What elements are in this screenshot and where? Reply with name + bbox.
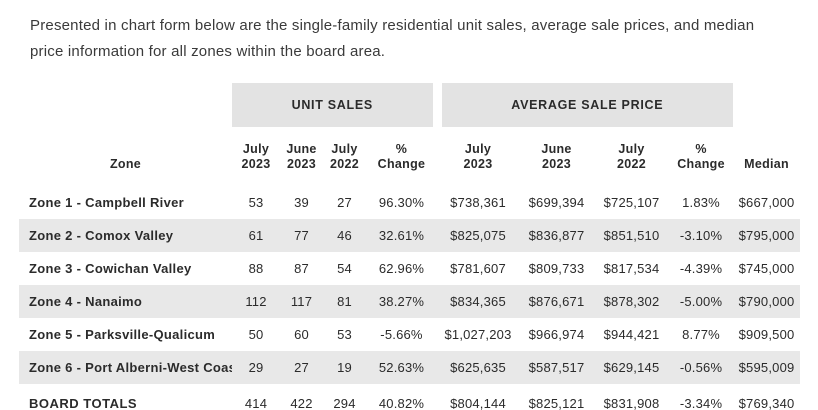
data-cell: $587,517 bbox=[528, 360, 585, 375]
zone-name-cell: Zone 3 - Cowichan Valley bbox=[29, 261, 192, 276]
data-cell: $781,607 bbox=[450, 261, 506, 276]
ap-july-2023-header: July 2023 bbox=[463, 141, 493, 171]
zone-name-cell: Zone 2 - Comox Valley bbox=[29, 228, 174, 243]
data-cell: 88 bbox=[248, 261, 264, 276]
data-cell: $725,107 bbox=[603, 195, 660, 210]
data-cell: 81 bbox=[337, 294, 352, 309]
data-cell: $738,361 bbox=[450, 195, 506, 210]
group-spacer bbox=[19, 83, 232, 127]
data-cell: $790,000 bbox=[738, 294, 795, 309]
data-cell: 39 bbox=[294, 195, 309, 210]
column-header-row: Zone July 2023 June 2023 July 2022 % Cha… bbox=[19, 127, 800, 186]
data-cell: 96.30% bbox=[378, 195, 425, 210]
data-cell: 29 bbox=[248, 360, 264, 375]
group-header-row: UNIT SALES AVERAGE SALE PRICE bbox=[19, 83, 800, 127]
table-row-zone-3: Zone 3 - Cowichan Valley 88 87 54 62.96%… bbox=[19, 252, 800, 285]
data-cell: 40.82% bbox=[366, 384, 437, 410]
zone-sales-table: UNIT SALES AVERAGE SALE PRICE Zone July … bbox=[19, 83, 801, 410]
zone-name-cell: Zone 6 - Port Alberni-West Coast bbox=[29, 360, 232, 375]
table-row-zone-2: Zone 2 - Comox Valley 61 77 46 32.61% $8… bbox=[19, 219, 801, 252]
ap-july-2022-header: July 2022 bbox=[616, 141, 646, 171]
data-cell: $745,000 bbox=[738, 261, 795, 276]
data-cell: -5.00% bbox=[679, 294, 723, 309]
us-june-2023-header: June 2023 bbox=[286, 141, 317, 171]
data-cell: 53 bbox=[248, 195, 264, 210]
data-cell: $667,000 bbox=[738, 195, 795, 210]
data-cell: $804,144 bbox=[437, 384, 519, 410]
ap-pct-change-header: % Change bbox=[677, 141, 725, 171]
data-cell: 61 bbox=[248, 228, 264, 243]
data-cell: 87 bbox=[294, 261, 309, 276]
ap-june-2023-header: June 2023 bbox=[541, 141, 572, 171]
data-cell: $878,302 bbox=[603, 294, 660, 309]
data-cell: 19 bbox=[337, 360, 352, 375]
data-cell: $629,145 bbox=[603, 360, 660, 375]
median-column-header: Median bbox=[744, 156, 789, 171]
data-cell: $795,000 bbox=[738, 228, 795, 243]
data-cell: $876,671 bbox=[528, 294, 585, 309]
data-cell: -3.10% bbox=[679, 228, 723, 243]
data-cell: $595,009 bbox=[738, 360, 795, 375]
us-july-2022-header: July 2022 bbox=[329, 141, 359, 171]
us-july-2023-header: July 2023 bbox=[241, 141, 271, 171]
data-cell: 77 bbox=[294, 228, 309, 243]
data-cell: $817,534 bbox=[603, 261, 660, 276]
data-cell: 50 bbox=[248, 327, 264, 342]
data-cell: $825,121 bbox=[519, 384, 594, 410]
data-cell: $834,365 bbox=[450, 294, 506, 309]
data-cell: $769,340 bbox=[733, 384, 801, 410]
data-cell: 117 bbox=[290, 294, 313, 309]
data-cell: $1,027,203 bbox=[444, 327, 512, 342]
data-cell: 52.63% bbox=[378, 360, 425, 375]
table-row-zone-1: Zone 1 - Campbell River 53 39 27 96.30% … bbox=[19, 186, 800, 219]
board-totals-row: BOARD TOTALS 414 422 294 40.82% $804,144… bbox=[19, 384, 801, 410]
board-totals-label: BOARD TOTALS bbox=[19, 384, 232, 410]
data-cell: 27 bbox=[337, 195, 352, 210]
data-cell: 46 bbox=[337, 228, 352, 243]
data-cell: -3.34% bbox=[669, 384, 734, 410]
data-cell: 54 bbox=[337, 261, 352, 276]
data-cell: 53 bbox=[337, 327, 352, 342]
zone-column-header: Zone bbox=[109, 156, 142, 171]
zone-name-cell: Zone 1 - Campbell River bbox=[29, 195, 184, 210]
table-row-zone-6: Zone 6 - Port Alberni-West Coast 29 27 1… bbox=[19, 351, 801, 386]
data-cell: 414 bbox=[232, 384, 280, 410]
data-cell: 32.61% bbox=[378, 228, 425, 243]
data-cell: $809,733 bbox=[528, 261, 585, 276]
table-row-zone-4: Zone 4 - Nanaimo 112 117 81 38.27% $834,… bbox=[19, 285, 801, 318]
table-row-zone-5: Zone 5 - Parksville-Qualicum 50 60 53 -5… bbox=[19, 318, 800, 351]
data-cell: 294 bbox=[323, 384, 366, 410]
data-cell: $966,974 bbox=[528, 327, 585, 342]
group-spacer bbox=[733, 83, 800, 127]
data-cell: 422 bbox=[280, 384, 323, 410]
data-cell: 60 bbox=[294, 327, 309, 342]
data-cell: $909,500 bbox=[738, 327, 795, 342]
data-cell: -5.66% bbox=[380, 327, 423, 342]
us-pct-change-header: % Change bbox=[377, 141, 426, 171]
data-cell: 27 bbox=[294, 360, 309, 375]
zone-name-cell: Zone 5 - Parksville-Qualicum bbox=[29, 327, 216, 342]
data-cell: $836,877 bbox=[528, 228, 585, 243]
data-cell: 8.77% bbox=[682, 327, 720, 342]
data-cell: -4.39% bbox=[679, 261, 723, 276]
data-cell: $825,075 bbox=[450, 228, 506, 243]
data-cell: 62.96% bbox=[378, 261, 425, 276]
data-cell: 112 bbox=[245, 294, 267, 309]
data-cell: $851,510 bbox=[603, 228, 660, 243]
zone-name-cell: Zone 4 - Nanaimo bbox=[29, 294, 143, 309]
data-cell: 38.27% bbox=[378, 294, 425, 309]
data-cell: $625,635 bbox=[450, 360, 506, 375]
data-cell: $699,394 bbox=[528, 195, 585, 210]
data-cell: $944,421 bbox=[603, 327, 660, 342]
data-cell: $831,908 bbox=[594, 384, 669, 410]
data-cell: -0.56% bbox=[679, 360, 723, 375]
report-page: Presented in chart form below are the si… bbox=[0, 13, 818, 410]
data-cell: 1.83% bbox=[682, 195, 720, 210]
avg-sale-price-group-header: AVERAGE SALE PRICE bbox=[432, 83, 734, 127]
intro-paragraph: Presented in chart form below are the si… bbox=[30, 17, 755, 60]
unit-sales-group-header: UNIT SALES bbox=[232, 83, 437, 127]
